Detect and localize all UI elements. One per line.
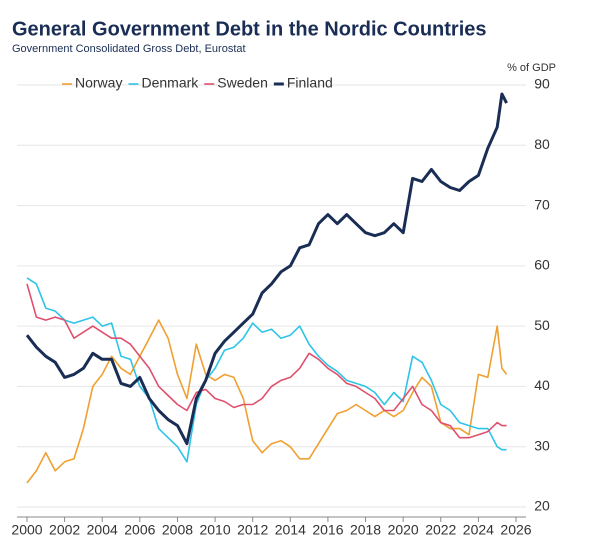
legend-label: Finland <box>287 75 333 91</box>
series-line <box>25 92 508 446</box>
y-tick-label: 40 <box>534 377 550 393</box>
y-tick-label: 30 <box>534 437 550 453</box>
x-tick-label: 2010 <box>199 522 230 538</box>
x-tick-label: 2024 <box>463 522 494 538</box>
chart-subtitle: Government Consolidated Gross Debt, Euro… <box>12 43 246 55</box>
chart-title: General Government Debt in the Nordic Co… <box>12 18 487 40</box>
x-tick-label: 2006 <box>124 522 155 538</box>
x-tick-label: 2008 <box>162 522 193 538</box>
y-tick-label: 70 <box>534 196 550 212</box>
x-tick-label: 2020 <box>388 522 419 538</box>
y-axis-label: % of GDP <box>507 62 556 74</box>
x-tick-label: 2022 <box>425 522 456 538</box>
y-tick-label: 20 <box>534 498 550 514</box>
series-line <box>26 319 508 484</box>
legend-label: Denmark <box>141 75 199 91</box>
x-tick-label: 2000 <box>11 522 42 538</box>
y-tick-label: 60 <box>534 257 550 273</box>
series-line <box>26 277 507 463</box>
x-tick-label: 2018 <box>350 522 381 538</box>
series-line <box>26 283 507 439</box>
x-tick-label: 2016 <box>312 522 343 538</box>
x-tick-label: 2014 <box>275 522 306 538</box>
legend-label: Sweden <box>217 75 268 91</box>
x-tick-label: 2004 <box>87 522 118 538</box>
x-tick-label: 2002 <box>49 522 80 538</box>
x-tick-label: 2012 <box>237 522 268 538</box>
y-tick-label: 80 <box>534 136 550 152</box>
y-tick-label: 50 <box>534 317 550 333</box>
x-tick-label: 2026 <box>500 522 531 538</box>
legend-label: Norway <box>75 75 122 91</box>
y-tick-label: 90 <box>534 76 550 92</box>
